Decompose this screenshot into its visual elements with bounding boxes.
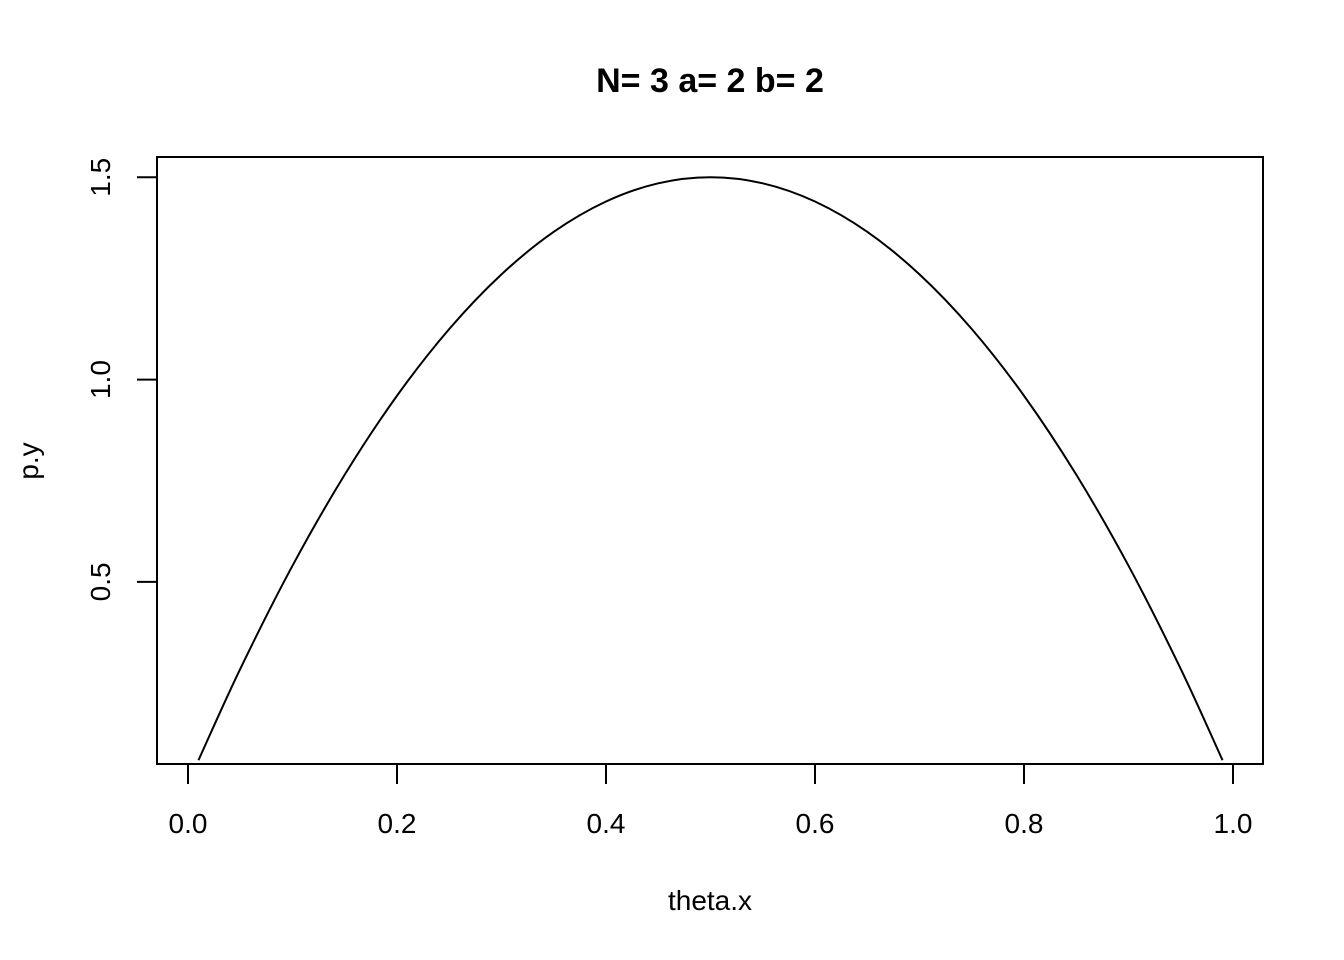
y-tick-label: 0.5	[85, 562, 116, 601]
y-axis-label: p.y	[13, 442, 44, 479]
series-line	[197, 176, 1224, 761]
x-tick-label: 0.4	[587, 808, 626, 839]
x-tick-label: 0.2	[378, 808, 417, 839]
series-group	[197, 176, 1224, 761]
x-axis-label: theta.x	[668, 885, 752, 916]
chart-title: N= 3 a= 2 b= 2	[596, 62, 824, 100]
x-axis: 0.0 0.2 0.4 0.6 0.8 1.0	[169, 763, 1253, 839]
x-tick-label: 0.0	[169, 808, 208, 839]
y-tick-label: 1.5	[85, 158, 116, 197]
y-axis: 0.5 1.0 1.5	[85, 158, 158, 601]
y-tick-label: 1.0	[85, 360, 116, 399]
x-tick-label: 0.6	[796, 808, 835, 839]
x-tick-label: 1.0	[1214, 808, 1253, 839]
x-tick-label: 0.8	[1005, 808, 1044, 839]
plot-area-frame	[156, 156, 1264, 765]
